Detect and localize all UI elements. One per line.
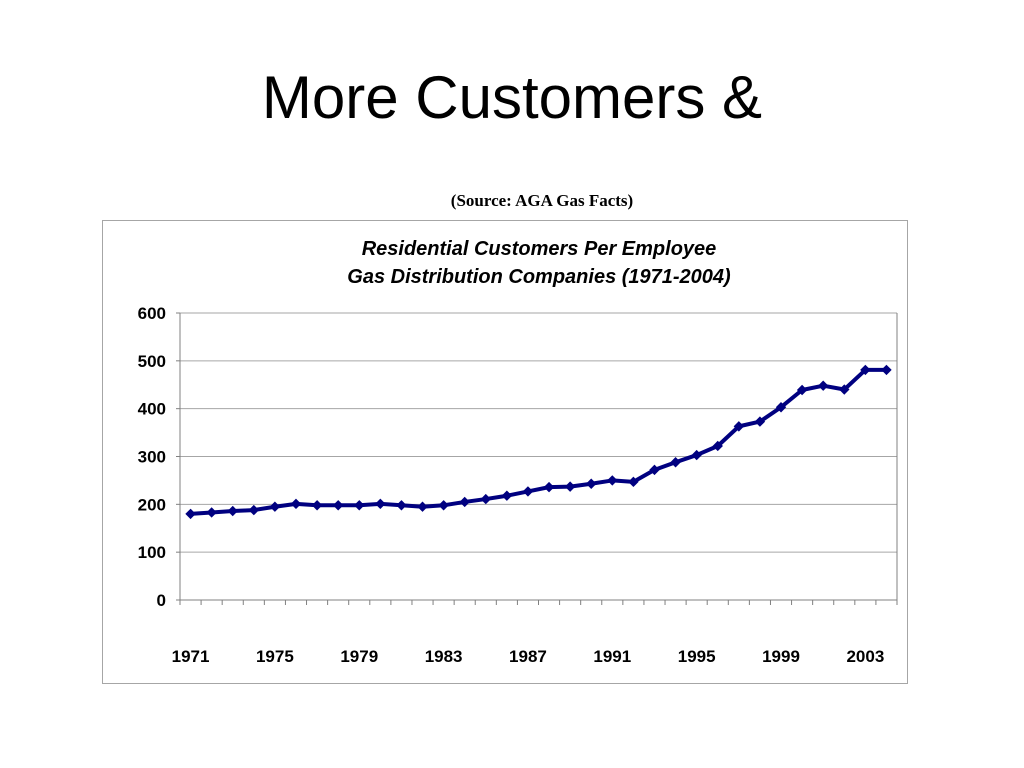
line-chart: Residential Customers Per Employee Gas D… — [138, 238, 898, 666]
data-point-1974 — [248, 504, 260, 516]
data-point-1999 — [775, 402, 787, 413]
data-point-1992 — [628, 476, 639, 488]
data-point-1981 — [396, 500, 407, 511]
x-tick-label: 1991 — [593, 647, 631, 666]
data-point-1986 — [501, 490, 513, 501]
x-tick-label: 1995 — [678, 647, 716, 666]
gridlines — [180, 312, 897, 553]
data-point-1976 — [290, 498, 302, 510]
data-point-1991 — [607, 475, 618, 486]
data-point-1997 — [733, 421, 745, 432]
y-tick-label: 600 — [138, 304, 166, 323]
data-point-1983 — [438, 500, 449, 511]
x-tick-label: 1975 — [256, 647, 294, 666]
x-tick-label: 1983 — [425, 647, 463, 666]
data-point-1973 — [227, 505, 238, 517]
data-point-1977 — [311, 500, 323, 511]
data-point-1998 — [754, 416, 766, 427]
data-point-1984 — [459, 496, 470, 508]
chart-title-line-1: Residential Customers Per Employee — [362, 238, 717, 260]
y-tick-label: 200 — [138, 495, 166, 514]
data-point-2001 — [817, 380, 829, 391]
x-tick-label: 1979 — [340, 647, 378, 666]
y-tick-label: 400 — [138, 400, 166, 419]
data-point-1990 — [586, 478, 597, 489]
data-point-1980 — [375, 498, 386, 510]
x-tick-label: 1971 — [172, 647, 210, 666]
x-tick-label: 2003 — [846, 647, 884, 666]
source-note: (Source: AGA Gas Facts) — [450, 191, 634, 210]
data-point-2004 — [881, 364, 892, 376]
y-tick-labels: 0 100 200 300 400 500 600 — [138, 304, 166, 610]
chart-frame: Residential Customers Per Employee Gas D… — [102, 220, 908, 684]
data-point-1994 — [670, 457, 681, 468]
y-tick-label: 100 — [138, 543, 166, 562]
y-tick-label: 0 — [157, 591, 166, 610]
axes — [176, 312, 898, 605]
data-point-1979 — [354, 500, 365, 511]
data-point-1975 — [269, 501, 281, 512]
data-point-1982 — [417, 501, 428, 512]
data-point-1993 — [649, 464, 660, 476]
series-line-0 — [188, 367, 889, 516]
x-tick-label: 1987 — [509, 647, 547, 666]
x-tick-labels: 1971 1975 1979 1983 1987 1991 1995 1999 2003 — [172, 647, 885, 666]
data-point-1988 — [543, 481, 555, 493]
data-point-1987 — [522, 486, 534, 497]
data-point-1971 — [185, 508, 196, 520]
x-tick-label: 1999 — [762, 647, 800, 666]
data-point-1996 — [712, 440, 723, 452]
data-point-2003 — [860, 364, 871, 376]
data-point-1989 — [564, 481, 576, 492]
data-point-1995 — [691, 449, 702, 461]
data-point-1985 — [480, 493, 491, 505]
data-point-2000 — [796, 384, 808, 396]
data-point-1972 — [206, 507, 217, 518]
data-point-1978 — [332, 500, 344, 511]
y-tick-label: 500 — [138, 352, 166, 371]
chart-title-line-2: Gas Distribution Companies (1971-2004) — [347, 266, 731, 288]
data-point-2002 — [839, 384, 850, 395]
y-tick-label: 300 — [138, 448, 166, 467]
slide-title: More Customers & — [261, 64, 763, 131]
series — [185, 364, 892, 520]
